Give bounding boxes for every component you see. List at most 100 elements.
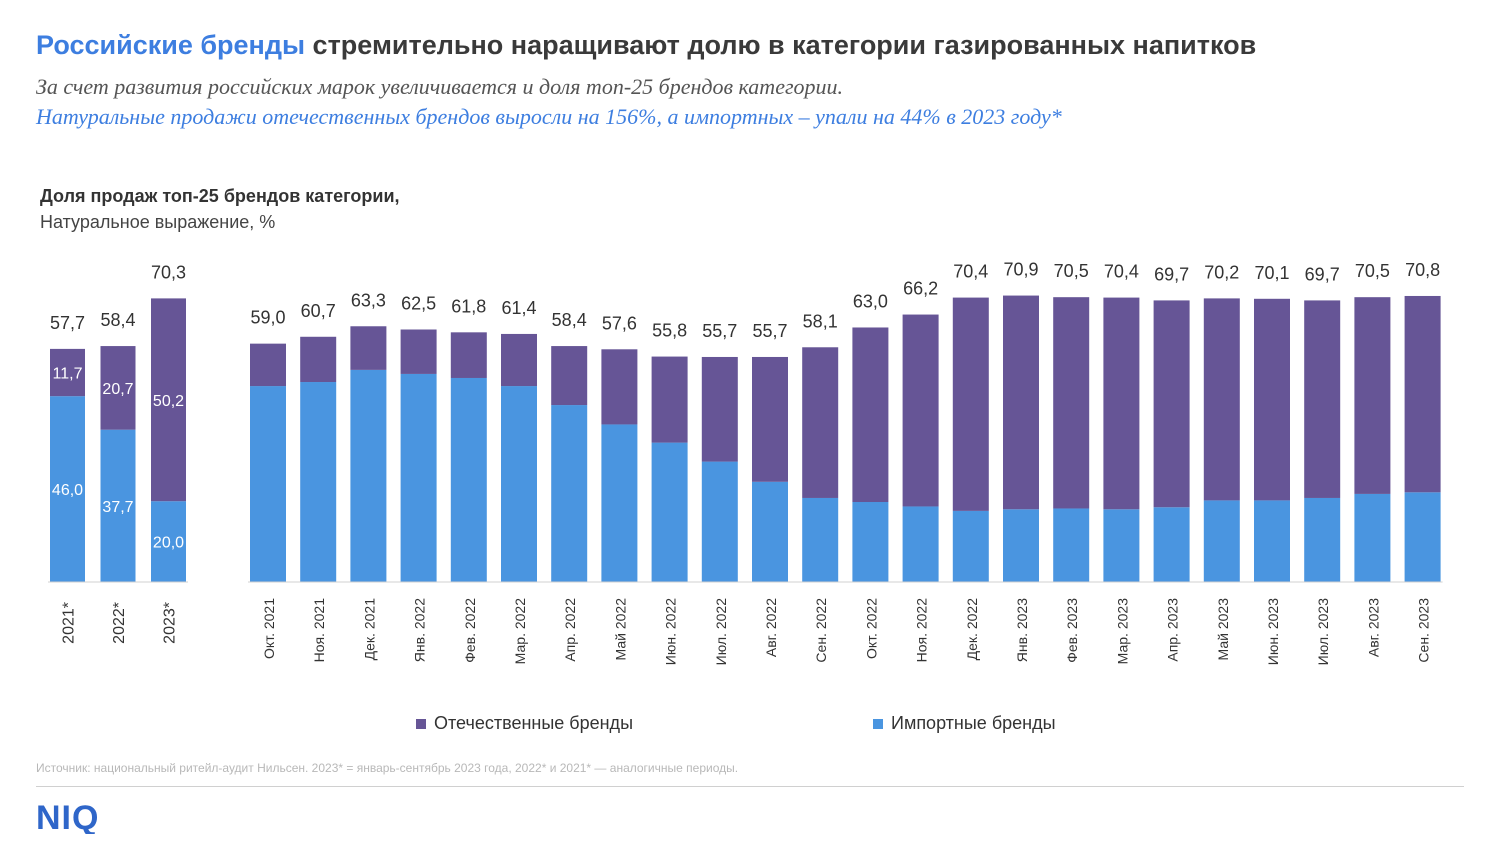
x-tick-label-monthly: Мар. 2022 [512,598,528,665]
bar-monthly-import [902,506,939,582]
data-label-monthly-total: 58,1 [803,311,838,331]
legend-swatch-import [873,718,883,729]
page-title: Российские бренды стремительно наращиваю… [36,30,1256,61]
data-label-monthly-total: 66,2 [903,279,938,299]
title-rest: стремительно наращивают долю в категории… [305,30,1257,60]
bar-monthly-domestic [651,356,688,443]
bar-annual-domestic [50,348,85,397]
bar-monthly-import [852,502,889,582]
bar-monthly-domestic [300,336,337,383]
x-tick-label-monthly: Мар. 2023 [1114,598,1130,665]
bar-monthly-import [350,369,387,582]
bar-monthly-import [701,461,738,582]
legend-swatch-domestic [416,718,426,729]
bar-annual-import [151,501,186,582]
bar-monthly-import [1354,493,1391,582]
data-label-monthly-total: 62,5 [401,294,436,314]
data-label-monthly-total: 57,6 [602,313,637,333]
bar-monthly-domestic [601,349,638,425]
data-label-monthly-total: 63,0 [853,291,888,311]
x-tick-label-monthly: Авг. 2022 [763,598,779,657]
source-note: Источник: национальный ритейл-аудит Ниль… [36,761,739,775]
legend-item-domestic: Отечественные бренды [416,713,633,734]
bar-monthly-import [250,386,286,582]
data-label-monthly-total: 70,8 [1405,260,1440,280]
bar-monthly-import [1053,508,1090,582]
subtitle-1: За счет развития российских марок увелич… [36,74,844,99]
title-accent: Российские бренды [36,30,306,60]
bar-monthly-import [1203,500,1240,582]
bar-monthly-import [1003,509,1039,582]
niq-logo: NIQ [36,799,98,834]
bar-monthly-domestic [952,297,989,511]
x-tick-label-annual: 2023* [162,602,179,644]
x-tick-label-monthly: Май 2022 [612,598,628,661]
data-label-monthly-total: 61,8 [451,296,486,316]
data-label-monthly-total: 59,0 [250,308,285,328]
data-label-monthly-total: 69,7 [1305,264,1340,284]
bar-monthly-domestic [852,327,889,503]
data-label-monthly-total: 70,9 [1003,260,1038,280]
x-tick-label-monthly: Фев. 2023 [1064,598,1080,663]
data-label-annual-domestic: 11,7 [53,366,83,383]
bar-annual-domestic [151,298,186,502]
bar-monthly-import [300,382,337,582]
data-label-monthly-total: 55,7 [702,321,737,341]
x-tick-label-monthly: Июн. 2023 [1265,598,1281,665]
data-label-annual-import: 37,7 [102,499,133,516]
data-label-monthly-total: 70,1 [1254,263,1289,283]
x-tick-label-monthly: Авг. 2023 [1365,598,1381,657]
data-label-monthly-total: 60,7 [301,301,336,321]
bar-monthly-import [1153,507,1190,582]
legend-label-import: Импортные бренды [891,713,1056,733]
bar-monthly-import [450,377,487,582]
bar-monthly-domestic [501,333,537,387]
bar-monthly-domestic [1354,297,1391,494]
bar-monthly-import [1254,500,1290,582]
bar-monthly-domestic [250,343,286,387]
bar-annual-import [100,429,136,582]
x-tick-label-monthly: Фев. 2022 [462,598,478,663]
subtitle-2: Натуральные продажи отечественных брендо… [36,104,1062,129]
x-tick-label-monthly: Окт. 2022 [863,598,879,659]
bar-monthly-domestic [1003,295,1039,510]
chart-title: Доля продаж топ-25 брендов категории, [40,186,400,206]
chart-ylabel: Натуральное выражение, % [40,212,276,232]
bar-monthly-domestic [1254,298,1290,501]
data-label-monthly-total: 55,7 [752,321,787,341]
data-label-annual-domestic: 50,2 [153,393,184,410]
data-label-annual-import: 46,0 [52,482,83,499]
data-label-monthly-total: 69,7 [1154,264,1189,284]
x-tick-label-monthly: Янв. 2022 [412,598,428,662]
bar-annual-domestic [100,346,136,430]
bar-monthly-import [952,510,989,582]
data-label-annual-total: 58,4 [100,310,135,330]
bar-monthly-domestic [1103,297,1140,510]
x-tick-label-monthly: Апр. 2022 [562,598,578,662]
data-label-annual-import: 20,0 [153,535,184,552]
bar-monthly-import [601,424,638,582]
bar-monthly-import [651,442,688,582]
data-label-annual-domestic: 20,7 [102,381,133,398]
x-tick-label-annual: 2022* [111,602,128,644]
bar-monthly-domestic [1153,300,1190,508]
legend-label-domestic: Отечественные бренды [434,713,634,733]
x-tick-label-monthly: Апр. 2023 [1165,598,1181,662]
x-tick-label-monthly: Янв. 2023 [1014,598,1030,662]
data-label-annual-total: 70,3 [151,262,186,282]
data-label-monthly-total: 55,8 [652,321,687,341]
data-label-monthly-total: 58,4 [552,310,587,330]
bar-monthly-domestic [1304,300,1341,498]
x-tick-label-monthly: Окт. 2021 [261,598,277,659]
bar-monthly-domestic [400,329,437,374]
bar-monthly-import [1103,509,1140,582]
data-label-monthly-total: 70,5 [1054,261,1089,281]
x-tick-label-monthly: Июн. 2022 [663,598,679,665]
bar-monthly-domestic [1404,295,1441,493]
bar-monthly-import [802,497,839,582]
bar-monthly-import [1304,497,1341,582]
bar-monthly-import [551,405,588,582]
bar-monthly-domestic [802,347,839,498]
x-tick-label-monthly: Май 2023 [1215,598,1231,661]
bar-monthly-domestic [752,356,788,482]
